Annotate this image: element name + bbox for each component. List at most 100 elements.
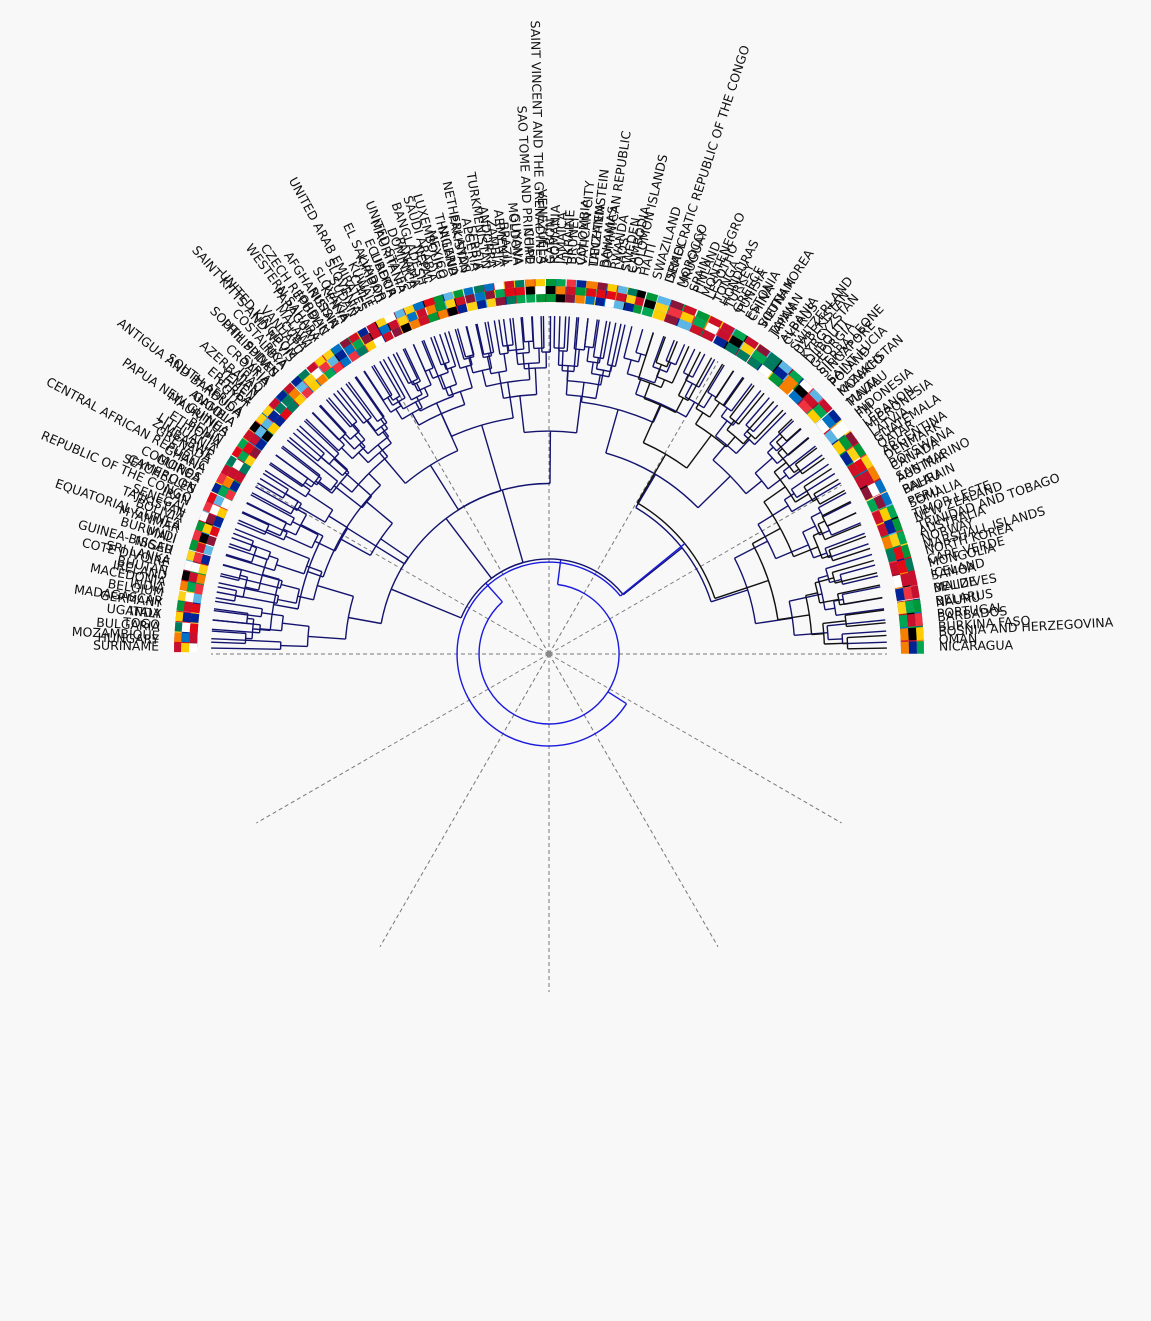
leaf-label: HUNGARY [97, 630, 160, 647]
leaf-label: BURKINA FASO [938, 613, 1032, 634]
cluster-top-arc [367, 436, 390, 455]
cluster-bottom-branch [340, 387, 379, 437]
flag-icon [667, 306, 682, 319]
cluster-top-branch [697, 475, 731, 509]
flag-icon [566, 279, 577, 287]
flag-icon [234, 471, 246, 484]
flag-icon [871, 510, 884, 525]
cluster-right-branch [660, 379, 666, 388]
guide-line [379, 361, 550, 655]
flag-icon [306, 362, 319, 374]
cluster-top-branch [824, 607, 836, 611]
flag-icon [493, 281, 505, 290]
cluster-right-branch [773, 461, 787, 473]
flag-icon [809, 388, 823, 403]
cluster-bottom-arc [260, 608, 263, 617]
cluster-top-branch [831, 522, 861, 536]
flag-icon [535, 286, 546, 295]
cluster-bottom-branch [447, 331, 461, 369]
cluster-top-branch [769, 420, 795, 445]
flag-icon [217, 485, 229, 498]
cluster-bottom-arc [524, 367, 547, 370]
cluster-right-branch [817, 520, 826, 525]
cluster-right-branch [677, 351, 702, 396]
cluster-top-branch [382, 358, 406, 399]
cluster-bottom-branch [269, 462, 311, 491]
flag-icon [860, 454, 874, 470]
cluster-bottom-branch [586, 347, 590, 362]
cluster-right-branch [847, 647, 887, 650]
flag-icon [886, 504, 898, 519]
cluster-top-branch [481, 370, 487, 387]
cluster-top-branch [767, 446, 774, 454]
cluster-bottom-arc [457, 482, 551, 511]
cluster-right-branch [687, 357, 713, 401]
cluster-top-branch [735, 439, 750, 454]
cluster-top-branch [720, 407, 728, 417]
cluster-bottom-branch [379, 361, 401, 397]
cluster-bottom-branch [211, 628, 260, 634]
flag-icon [586, 287, 597, 297]
flag-icon [902, 586, 913, 600]
flag-icon [605, 290, 617, 301]
cluster-bottom-branch [595, 374, 601, 399]
flag-icon [198, 510, 209, 523]
cluster-right-arc [714, 398, 725, 407]
flag-icon [186, 582, 196, 593]
flag-icon [900, 572, 911, 587]
leaf-label: INDIA [129, 575, 166, 596]
cluster-top-branch [241, 512, 270, 526]
cluster-top-branch [752, 404, 779, 433]
flag-icon [290, 375, 303, 388]
flag-icon [425, 304, 437, 315]
flag-icon [322, 349, 335, 361]
flag-icon [757, 364, 773, 378]
cluster-right-arc [763, 501, 795, 557]
cluster-top-branch [842, 630, 887, 635]
flag-icon [267, 422, 280, 435]
flag-icon [486, 298, 497, 308]
cluster-top-branch [341, 436, 355, 450]
cluster-top-branch [282, 445, 321, 476]
cluster-right-arc [817, 523, 826, 540]
cluster-bottom-branch [527, 341, 530, 353]
flag-icon [339, 337, 352, 349]
flag-icon [889, 561, 900, 576]
cluster-bottom-branch [404, 348, 422, 382]
cluster-top-branch [336, 390, 365, 424]
flag-icon [736, 349, 751, 363]
flag-icon [778, 381, 793, 396]
cluster-right-branch [776, 436, 783, 443]
leaf-label: OMAN [939, 631, 978, 647]
cluster-bottom-branch [259, 628, 282, 632]
cluster-right-branch [686, 434, 712, 469]
leaf-label: UKRAINE [560, 209, 578, 265]
flag-icon [751, 349, 767, 364]
cluster-top-branch [666, 362, 672, 373]
cluster-top-branch [487, 321, 495, 353]
flag-icon [838, 435, 853, 451]
flag-icon [177, 590, 187, 602]
flag-icon [853, 442, 866, 458]
flag-icon [181, 622, 191, 633]
flag-icon [689, 323, 704, 337]
cluster-right-arc [812, 535, 823, 559]
cluster-bottom-arc [562, 370, 574, 373]
flag-icon [348, 350, 360, 362]
cluster-right-branch [637, 332, 655, 380]
flag-icon [227, 467, 239, 480]
cluster-bottom-branch [348, 616, 382, 625]
cluster-top-arc [635, 393, 687, 418]
flag-icon [190, 562, 201, 573]
cluster-bottom-arc [380, 557, 409, 624]
cluster-top-branch [828, 543, 869, 559]
cluster-top-branch [745, 397, 770, 426]
flag-icon [566, 286, 576, 295]
flag-icon [182, 612, 192, 623]
flag-icon [326, 355, 339, 367]
flag-icon [201, 523, 213, 535]
flag-icon [853, 458, 868, 474]
flag-icon [194, 583, 204, 594]
cluster-top-branch [714, 420, 728, 437]
cluster-bottom-branch [341, 447, 353, 460]
